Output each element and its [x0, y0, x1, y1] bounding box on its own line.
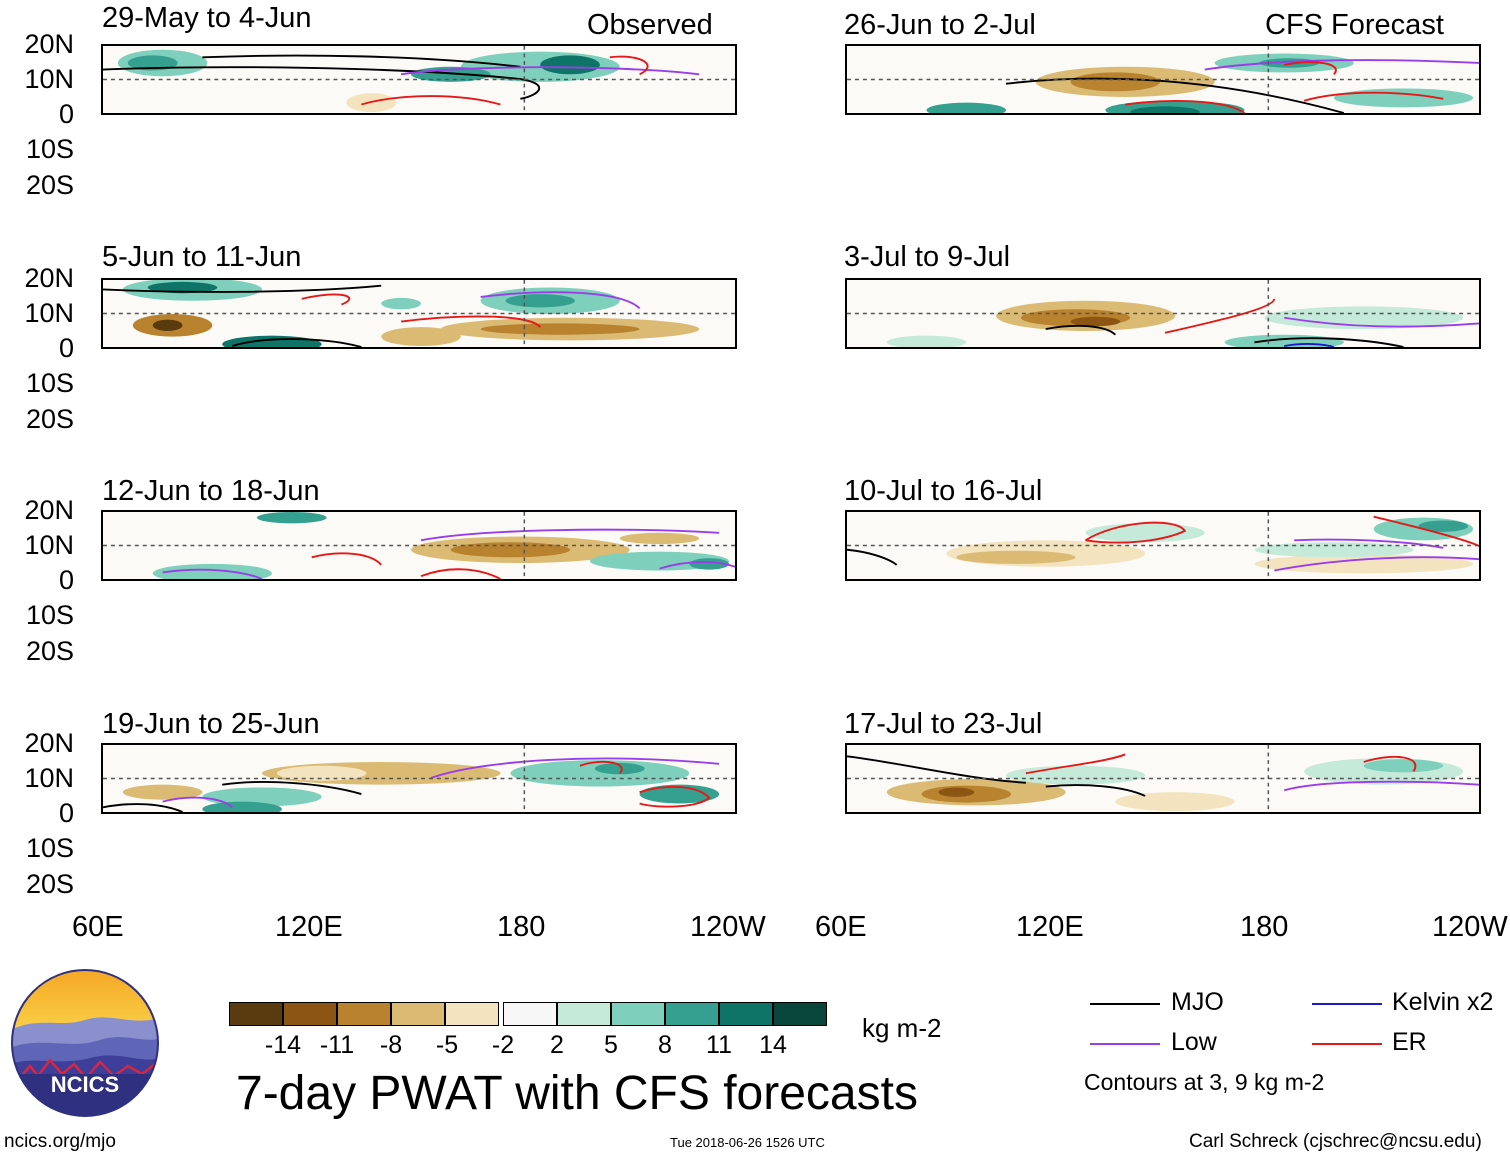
lat-label: 10N [24, 64, 74, 94]
footer-timestamp: Tue 2018-06-26 1526 UTC [670, 1135, 825, 1150]
er-legend-label: ER [1392, 1028, 1427, 1056]
map-panel-obs-4 [101, 743, 737, 814]
lat-label: 10S [25, 600, 74, 630]
pwat-field [103, 745, 735, 812]
lon-label: 60E [815, 911, 867, 943]
pwat-field [847, 512, 1479, 579]
panel-title: 12-Jun to 18-Jun [102, 475, 320, 507]
panel-title: 3-Jul to 9-Jul [844, 241, 1011, 273]
mountain-logo-icon: NCICS [11, 969, 159, 1117]
pwat-field [103, 280, 735, 347]
lat-label: 20N [24, 495, 74, 525]
lat-label: 0 [58, 798, 74, 828]
colorbar-swatch [557, 1002, 611, 1026]
lat-label: 20S [25, 170, 74, 200]
lon-label: 120E [275, 911, 343, 943]
lon-label: 180 [497, 911, 546, 943]
colorbar-swatch [611, 1002, 665, 1026]
pwat-field [103, 46, 735, 113]
colorbar-swatch [503, 1002, 557, 1026]
colorbar-swatch [391, 1002, 445, 1026]
low-legend-line [1090, 1043, 1160, 1045]
panel-title: 19-Jun to 25-Jun [102, 708, 320, 740]
lon-label: 120W [1432, 911, 1508, 943]
colorbar-tick: 2 [550, 1031, 564, 1059]
footer-credit: Carl Schreck (cjschrec@ncsu.edu) [1189, 1131, 1482, 1152]
colorbar-tick: 5 [604, 1031, 618, 1059]
colorbar-tick: -11 [319, 1031, 355, 1059]
map-panel-obs-2 [101, 278, 737, 349]
lon-label: 120E [1016, 911, 1084, 943]
kelvin-legend-line [1312, 1003, 1382, 1005]
colorbar-swatch [337, 1002, 391, 1026]
logo-text: NCICS [51, 1072, 119, 1097]
kelvin-legend-label: Kelvin x2 [1392, 988, 1494, 1016]
figure-title: 7-day PWAT with CFS forecasts [236, 1067, 918, 1120]
pwat-field [847, 46, 1479, 113]
lat-label: 20N [24, 728, 74, 758]
observed-label: Observed [587, 9, 713, 41]
lat-label: 10S [25, 134, 74, 164]
colorbar-swatch [445, 1002, 499, 1026]
lat-label: 10N [24, 530, 74, 560]
map-panel-obs-3 [101, 510, 737, 581]
panel-title: 17-Jul to 23-Jul [844, 708, 1043, 740]
lat-label: 10N [24, 763, 74, 793]
ncics-logo: NCICS [10, 968, 160, 1118]
lat-label: 20S [25, 636, 74, 666]
colorbar-swatch [283, 1002, 337, 1026]
lat-label: 0 [58, 565, 74, 595]
colorbar-tick: 14 [759, 1031, 787, 1059]
colorbar-tick: -14 [264, 1031, 302, 1059]
map-panel-fcst-1 [845, 44, 1481, 115]
lat-label: 10S [25, 833, 74, 863]
pwat-field [847, 280, 1479, 347]
colorbar-swatch [719, 1002, 773, 1026]
er-legend-line [1312, 1043, 1382, 1045]
colorbar-unit: kg m-2 [862, 1013, 942, 1043]
pwat-field [847, 745, 1479, 812]
colorbar-tick: 11 [706, 1031, 732, 1059]
colorbar-tick: -5 [435, 1031, 459, 1059]
colorbar-tick: -2 [491, 1031, 515, 1059]
map-panel-fcst-2 [845, 278, 1481, 349]
map-panel-fcst-4 [845, 743, 1481, 814]
low-legend-label: Low [1171, 1028, 1217, 1056]
lon-label: 60E [72, 911, 124, 943]
colorbar-swatch [229, 1002, 283, 1026]
mjo-legend-line [1090, 1003, 1160, 1005]
colorbar-tick: -8 [379, 1031, 403, 1059]
lat-label: 20N [24, 29, 74, 59]
mjo-legend-label: MJO [1171, 988, 1224, 1016]
map-panel-fcst-3 [845, 510, 1481, 581]
lat-label: 20S [25, 404, 74, 434]
lat-label: 10N [24, 298, 74, 328]
panel-title: 10-Jul to 16-Jul [844, 475, 1043, 507]
lat-label: 20S [25, 869, 74, 899]
panel-title: 5-Jun to 11-Jun [102, 241, 302, 273]
lat-label: 0 [58, 99, 74, 129]
lat-label: 0 [58, 333, 74, 363]
footer-url[interactable]: ncics.org/mjo [4, 1131, 116, 1152]
forecast-label: CFS Forecast [1265, 9, 1444, 41]
lon-label: 180 [1240, 911, 1289, 943]
colorbar-swatch [665, 1002, 719, 1026]
colorbar-tick: 8 [658, 1031, 672, 1059]
map-panel-obs-1 [101, 44, 737, 115]
panel-title: 26-Jun to 2-Jul [844, 9, 1036, 41]
pwat-field [103, 512, 735, 579]
contour-note: Contours at 3, 9 kg m-2 [1084, 1069, 1325, 1095]
lat-label: 20N [24, 263, 74, 293]
panel-title: 29-May to 4-Jun [102, 2, 312, 34]
colorbar-swatch [773, 1002, 827, 1026]
lat-label: 10S [25, 368, 74, 398]
lon-label: 120W [690, 911, 766, 943]
